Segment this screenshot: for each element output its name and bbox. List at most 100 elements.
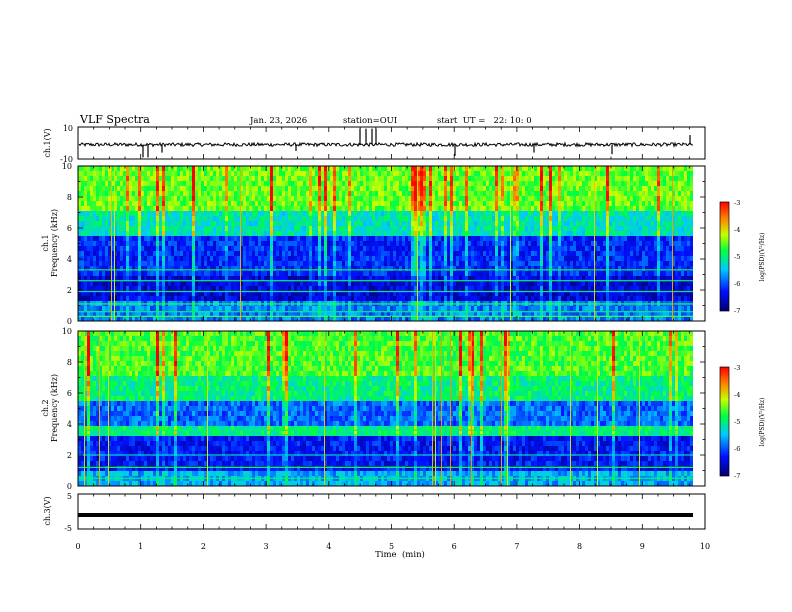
ch1-spec-cell [231, 286, 234, 291]
ch1-spec-cell [81, 211, 84, 216]
ch1-spec-cell [492, 171, 495, 176]
ch1-spec-cell [333, 261, 336, 266]
ch1-spec-cell [384, 286, 387, 291]
ch1-spec-cell [504, 241, 507, 246]
ch1-spec-cell [192, 311, 195, 316]
ch1-spec-cell [156, 276, 159, 281]
ch1-spec-cell [489, 316, 492, 321]
ch1-spec-cell [432, 226, 435, 231]
ch1-spec-cell [114, 256, 117, 261]
ch1-spec-cell [558, 181, 561, 186]
ch1-spec-cell [462, 271, 465, 276]
ch1-spec-cell [309, 246, 312, 251]
ch1-spec-cell [522, 251, 525, 256]
ch1-spec-cell [555, 271, 558, 276]
ch1-spec-cell [240, 316, 243, 321]
ch1-spec-cell [198, 196, 201, 201]
ch1-spec-cell [537, 221, 540, 226]
ch1-spec-cell [378, 176, 381, 181]
ch1-spec-cell [384, 196, 387, 201]
ch1-spec-cell [204, 211, 207, 216]
ch1-spec-cell [402, 206, 405, 211]
ch1-spec-cell [339, 236, 342, 241]
ch1-spec-cell [345, 221, 348, 226]
ch1-spec-cell [438, 196, 441, 201]
ch1-spec-cell [531, 271, 534, 276]
ch1-spec-cell [213, 171, 216, 176]
ch1-spec-cell [327, 236, 330, 241]
ch1-spec-cell [93, 261, 96, 266]
ch1-spec-cell [222, 251, 225, 256]
ch1-spec-cell [252, 316, 255, 321]
ch1-spec-cell [429, 251, 432, 256]
ch1-spec-cell [279, 176, 282, 181]
ch1-spec-cell [480, 246, 483, 251]
ch1-spec-cell [153, 166, 156, 171]
ch1-spec-cell [228, 216, 231, 221]
ch1-spec-cell [213, 311, 216, 316]
ch1-spec-cell [510, 286, 513, 291]
ch1-spec-cell [348, 291, 351, 296]
ch1-spec-cell [351, 291, 354, 296]
ch1-spec-cell [81, 251, 84, 256]
ch1-spec-cell [435, 201, 438, 206]
ch1-spec-cell [279, 316, 282, 321]
ch1-spec-cell [204, 246, 207, 251]
ch1-spec-cell [357, 206, 360, 211]
ch1-spec-cell [303, 281, 306, 286]
ch1-spec-cell [204, 271, 207, 276]
ch1-spec-cell [147, 281, 150, 286]
ch1-spec-cell [336, 251, 339, 256]
ch1-spec-cell [201, 291, 204, 296]
ch1-spec-cell [348, 251, 351, 256]
ch1-spec-cell [264, 226, 267, 231]
ch1-spec-cell [330, 266, 333, 271]
ch1-spec-cell [408, 171, 411, 176]
ch1-spec-cell [321, 216, 324, 221]
ch1-spec-cell [330, 236, 333, 241]
ch1-spec-cell [156, 271, 159, 276]
ch1-spec-cell [138, 176, 141, 181]
ch1-spec-cell [465, 226, 468, 231]
ch1-spec-cell [354, 171, 357, 176]
ch1-spec-cell [471, 246, 474, 251]
ch1-spec-cell [84, 196, 87, 201]
ch1-spec-cell [510, 171, 513, 176]
ch1-spec-cell [318, 191, 321, 196]
ch1-spec-cell [261, 191, 264, 196]
ch1-spec-cell [237, 296, 240, 301]
ch1-spec-cell [129, 271, 132, 276]
ch1-spec-cell [393, 306, 396, 311]
ch1-spec-cell [291, 226, 294, 231]
ch1-spec-cell [441, 176, 444, 181]
ch1-spec-cell [477, 221, 480, 226]
ch1-spec-cell [207, 201, 210, 206]
ch1-spec-cell [186, 196, 189, 201]
ch1-spec-cell [480, 286, 483, 291]
ch1-spec-cell [288, 271, 291, 276]
ch1-spec-cell [189, 306, 192, 311]
ch1-spec-cell [510, 316, 513, 321]
ch1-spec-cell [216, 206, 219, 211]
ch1-spec-cell [507, 271, 510, 276]
ch1-spec-cell [342, 291, 345, 296]
ch1-spec-cell [324, 286, 327, 291]
ch1-spec-cell [435, 196, 438, 201]
ch1-spec-cell [96, 286, 99, 291]
ch1-spec-cell [453, 226, 456, 231]
ch1-spec-cell [438, 201, 441, 206]
ch1-spec-cell [417, 266, 420, 271]
ch1-spec-cell [396, 241, 399, 246]
ch1-spec-cell [519, 181, 522, 186]
ch1-spec-cell [105, 231, 108, 236]
ch1-spec-cell [483, 221, 486, 226]
ch1-spec-cell [228, 241, 231, 246]
ch1-spec-cell [318, 241, 321, 246]
ch1-spec-cell [513, 296, 516, 301]
ch1-spec-cell [276, 316, 279, 321]
ch1-spec-cell [177, 241, 180, 246]
ch1-spec-cell [315, 191, 318, 196]
ch1-spec-cell [540, 176, 543, 181]
ch1-spec-cell [129, 261, 132, 266]
